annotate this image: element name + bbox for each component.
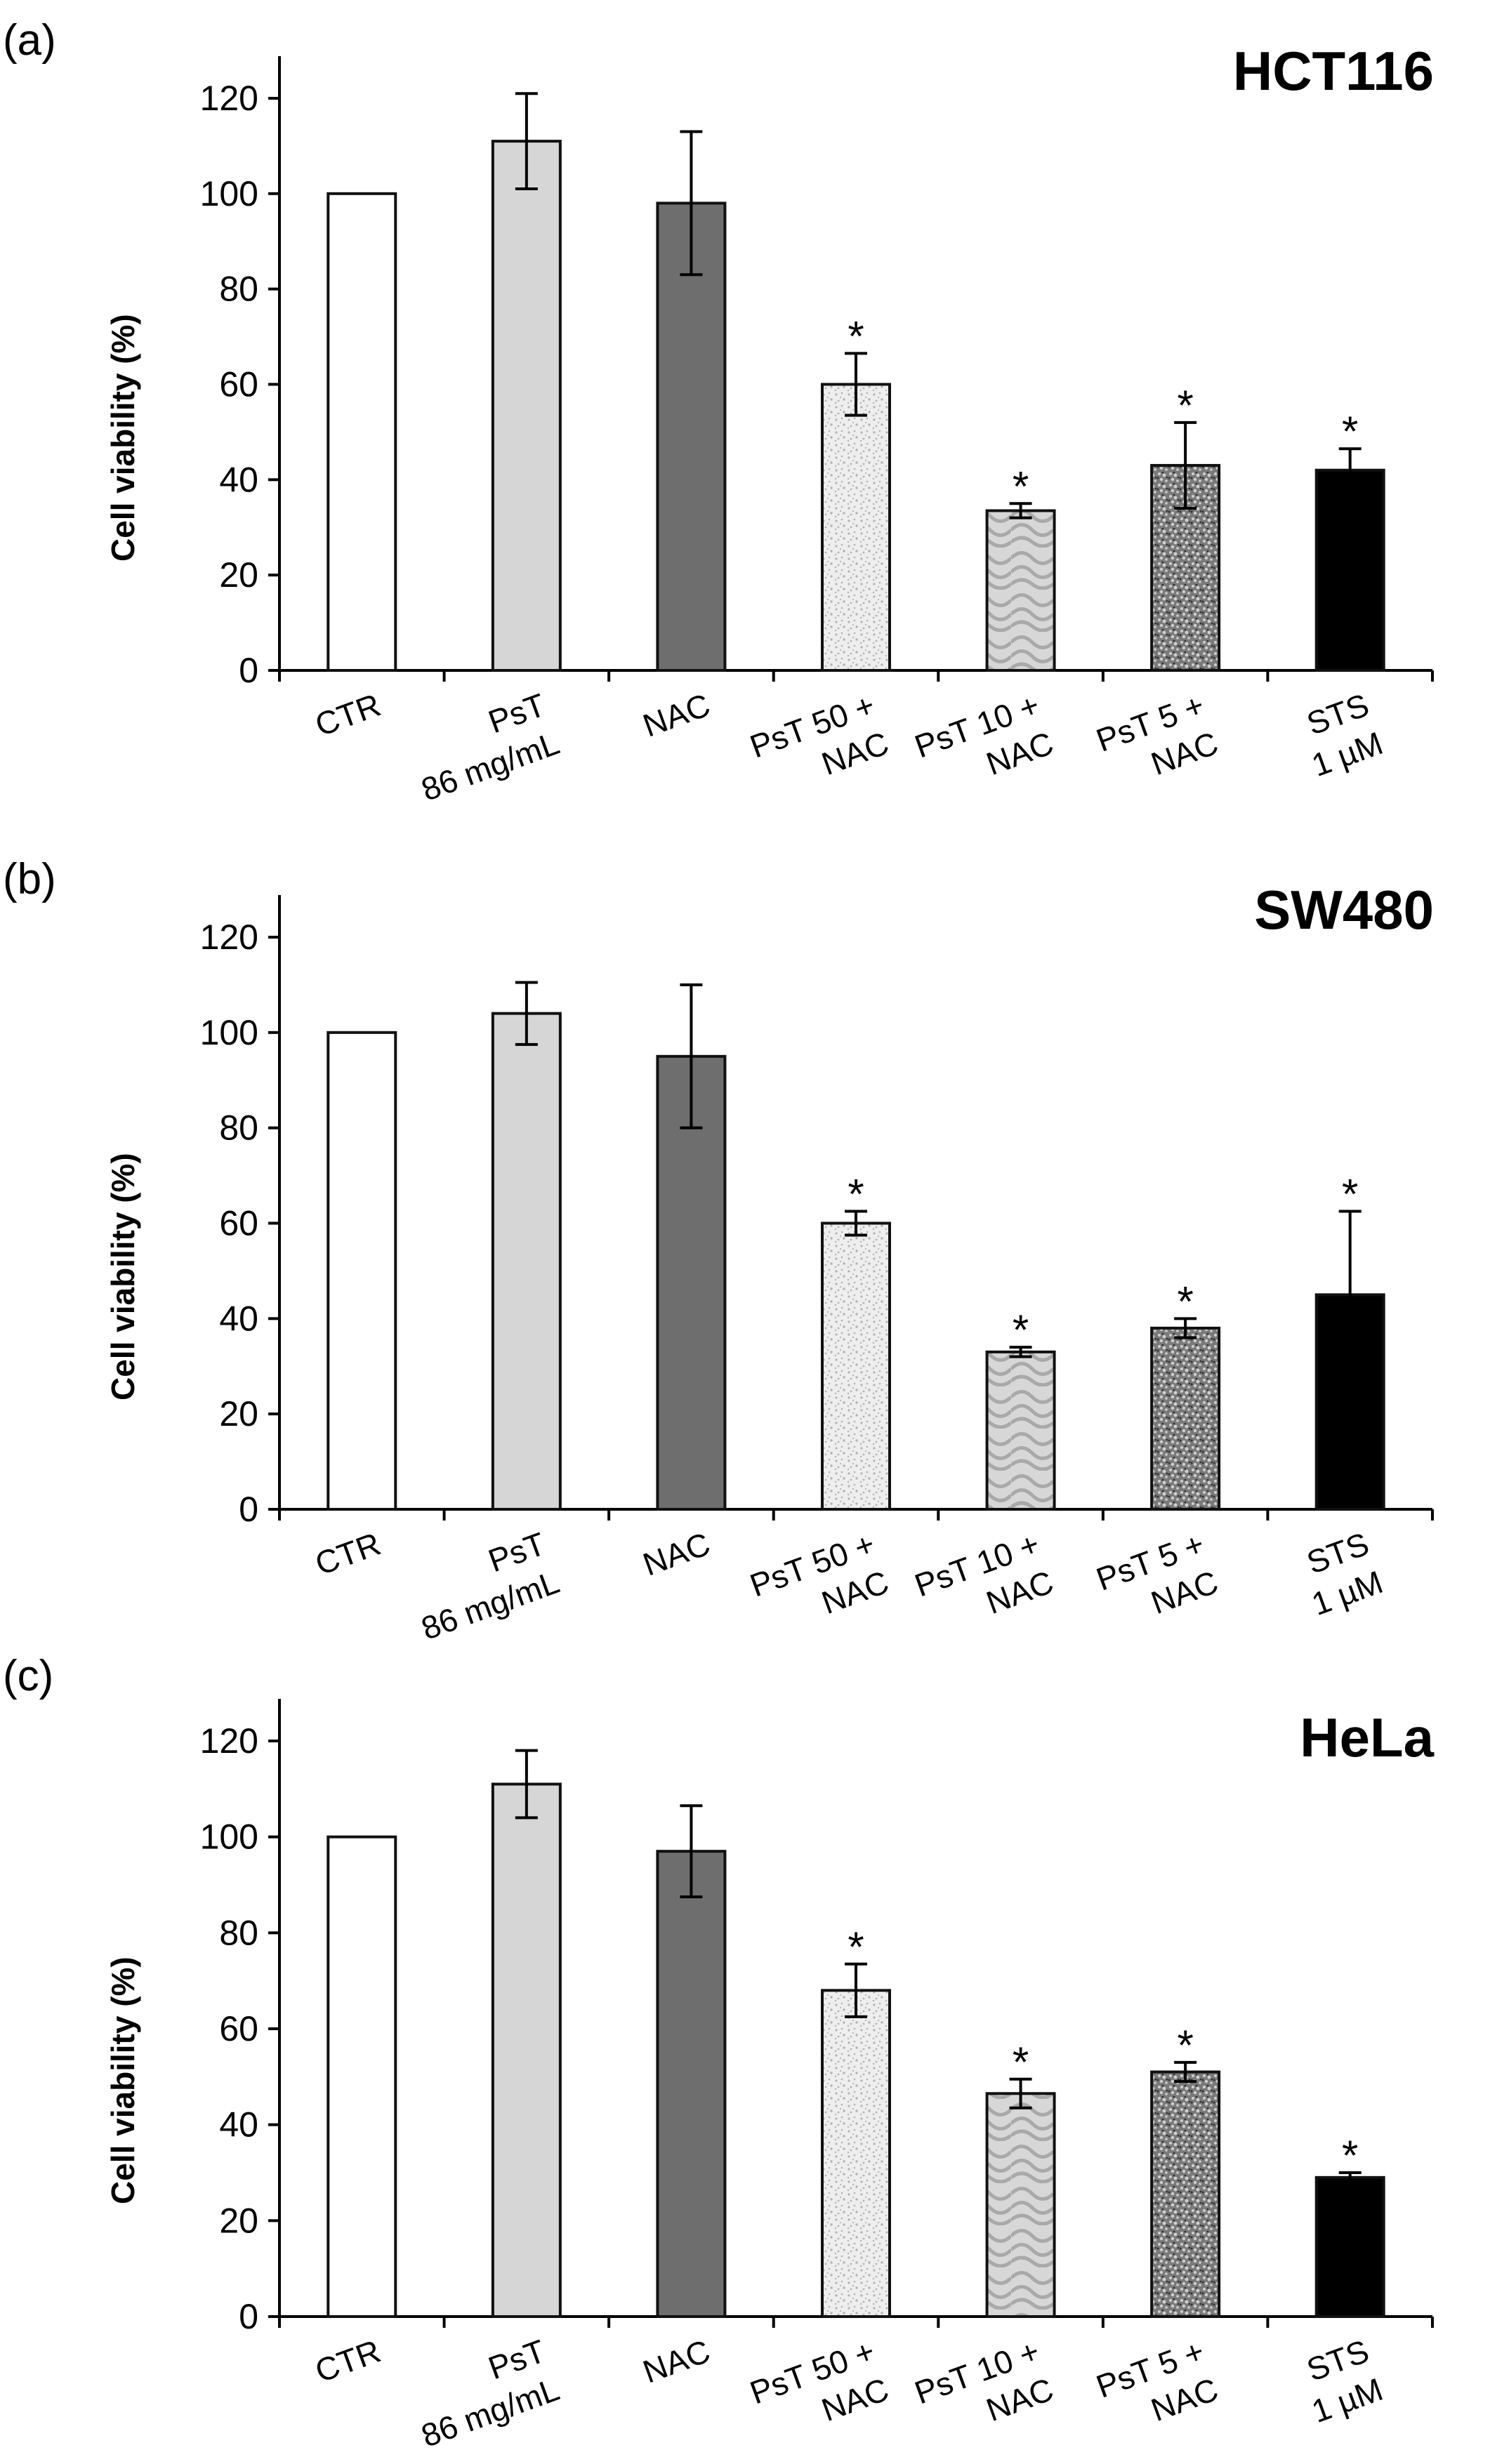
y-tick-label: 100: [200, 174, 258, 213]
x-tick-label: PsT 10 +NAC: [910, 2333, 1058, 2449]
x-tick-label: PsT 50 +NAC: [745, 2333, 893, 2449]
bar: [821, 383, 891, 672]
chart-panel-a: (a) HCT116 Cell viability (%) 0 20 40 60 80 1…: [0, 0, 1490, 828]
chart-title: HeLa: [1300, 1707, 1434, 1768]
x-tick-label: CTR: [310, 2333, 385, 2390]
significance-marker: *: [1177, 382, 1193, 429]
chart-panel-b: (b) SW480 Cell viability (%) 0 20 40 60 80 10…: [0, 839, 1490, 1667]
x-tick-label: PsT86 mg/mL: [402, 2333, 564, 2454]
y-tick-label: 20: [219, 555, 258, 595]
y-tick-label: 120: [200, 918, 258, 957]
significance-marker: *: [1342, 408, 1358, 455]
bar: [1314, 2175, 1385, 2318]
bar: [491, 140, 562, 672]
significance-marker: *: [1342, 1171, 1358, 1218]
bar: [491, 1782, 562, 2318]
panel-label: (c): [3, 1652, 54, 1700]
y-tick-label: 0: [239, 1490, 258, 1529]
y-tick-label: 0: [239, 651, 258, 690]
bar: [1150, 2070, 1221, 2318]
panel-label: (a): [3, 16, 56, 65]
y-tick-label: 40: [219, 2105, 258, 2145]
y-tick-label: 100: [200, 1013, 258, 1052]
y-tick-label: 60: [219, 1204, 258, 1243]
chart-title: SW480: [1254, 879, 1434, 941]
bar: [327, 1031, 397, 1511]
bar: [821, 1989, 891, 2318]
significance-marker: *: [848, 1171, 864, 1218]
x-tick-label: PsT 5 +NAC: [1091, 2333, 1222, 2444]
bar: [1150, 1326, 1221, 1511]
x-tick-label: NAC: [638, 687, 715, 744]
significance-marker: *: [1177, 2022, 1193, 2069]
y-tick-label: 80: [219, 1913, 258, 1952]
x-tick-label: PsT86 mg/mL: [402, 687, 564, 808]
significance-marker: *: [1013, 1306, 1029, 1353]
y-tick-label: 80: [219, 270, 258, 309]
significance-marker: *: [1177, 1278, 1193, 1325]
bar: [1314, 468, 1385, 672]
x-tick-label: PsT86 mg/mL: [402, 1525, 564, 1647]
bar: [327, 192, 397, 673]
bar: [821, 1221, 891, 1511]
significance-marker: *: [1013, 463, 1029, 510]
bar: [656, 1054, 727, 1511]
panel-label: (b): [3, 855, 56, 903]
x-tick-label: STS1 µM: [1293, 1525, 1387, 1623]
x-tick-label: PsT 5 +NAC: [1091, 1525, 1222, 1636]
x-tick-label: PsT 5 +NAC: [1091, 687, 1222, 797]
y-tick-label: 40: [219, 460, 258, 499]
bar: [985, 1350, 1056, 1511]
x-tick-label: CTR: [310, 687, 385, 743]
x-tick-label: STS1 µM: [1293, 2333, 1387, 2430]
significance-marker: *: [848, 312, 864, 359]
y-tick-label: 120: [200, 1721, 258, 1761]
y-tick-label: 100: [200, 1817, 258, 1857]
y-tick-label: 60: [219, 365, 258, 404]
bar: [491, 1012, 562, 1511]
bar-chart-sw480: 0 20 40 60 80 100 120 CTR PsT86 mg/mL NAC * PsT 50 …: [200, 895, 1434, 1647]
y-tick-label: 20: [219, 1394, 258, 1433]
significance-marker: *: [1013, 2039, 1029, 2086]
bar: [985, 2092, 1056, 2318]
x-tick-label: NAC: [638, 2333, 715, 2390]
chart-panel-c: (c) HeLa Cell viability (%) 0 20 40 60 80 100…: [0, 1636, 1490, 2464]
x-tick-label: PsT 10 +NAC: [910, 1525, 1058, 1642]
chart-title: HCT116: [1232, 40, 1434, 102]
x-tick-label: PsT 50 +NAC: [745, 1525, 893, 1642]
significance-marker: *: [848, 1923, 864, 1970]
y-tick-label: 20: [219, 2201, 258, 2240]
y-tick-label: 0: [239, 2297, 258, 2336]
bar: [985, 509, 1056, 673]
bar-chart-hela: 0 20 40 60 80 100 120 CTR PsT86 mg/mL NAC * PsT 50 …: [200, 1699, 1434, 2454]
significance-marker: *: [1342, 2132, 1358, 2179]
bar: [656, 1850, 727, 2318]
bar: [656, 201, 727, 672]
x-tick-label: CTR: [310, 1525, 385, 1582]
bar: [327, 1835, 397, 2318]
y-tick-label: 120: [200, 79, 258, 118]
x-tick-label: STS1 µM: [1293, 687, 1387, 784]
x-tick-label: PsT 10 +NAC: [910, 687, 1058, 803]
x-tick-label: NAC: [638, 1525, 715, 1583]
y-tick-label: 40: [219, 1299, 258, 1338]
y-tick-label: 80: [219, 1108, 258, 1148]
x-tick-label: PsT 50 +NAC: [745, 687, 893, 803]
y-tick-label: 60: [219, 2009, 258, 2048]
bar-chart-hct116: 0 20 40 60 80 100 120 CTR PsT86 mg/mL NAC * PsT 50 …: [200, 56, 1434, 808]
